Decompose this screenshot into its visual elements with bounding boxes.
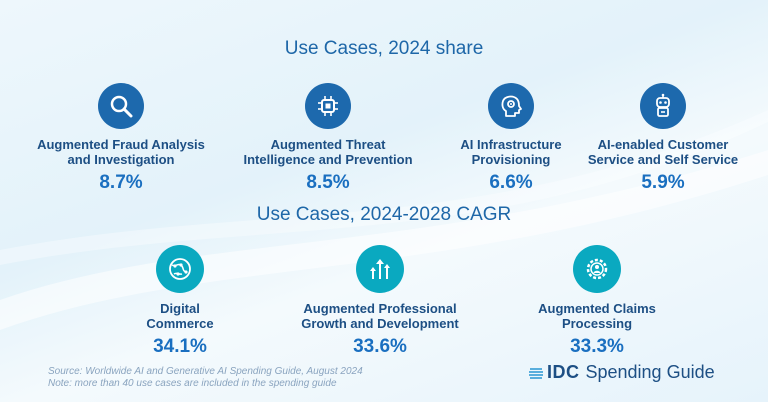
use-case-professional-growth: Augmented Professional Growth and Develop… <box>282 245 478 358</box>
head-gear-icon <box>488 83 534 129</box>
growth-arrows-icon <box>356 245 404 293</box>
use-case-label: AI-enabled Customer Service and Self Serv… <box>587 137 739 167</box>
idc-logo-mark-icon <box>529 367 543 379</box>
brand-idc: IDC <box>547 362 580 382</box>
use-case-customer-service: AI-enabled Customer Service and Self Serv… <box>573 83 753 194</box>
use-case-value: 34.1% <box>153 336 207 357</box>
use-case-value: 8.7% <box>99 172 143 193</box>
use-case-value: 6.6% <box>489 172 533 193</box>
source-note: Source: Worldwide AI and Generative AI S… <box>48 366 363 377</box>
use-case-threat-intelligence: Augmented Threat Intelligence and Prevent… <box>237 83 419 194</box>
section-title-share: Use Cases, 2024 share <box>284 38 484 59</box>
gear-person-icon <box>573 245 621 293</box>
idc-spending-guide-logo: IDC Spending Guide <box>528 362 715 383</box>
use-case-ai-infrastructure: AI Infrastructure Provisioning 6.6% <box>431 83 591 194</box>
use-case-note: Note: more than 40 use cases are include… <box>48 378 337 389</box>
chip-icon <box>305 83 351 129</box>
use-case-label: Augmented Claims Processing <box>538 301 656 331</box>
brand-spending-guide: Spending Guide <box>585 362 715 382</box>
use-case-value: 33.3% <box>570 336 624 357</box>
globe-network-icon <box>156 245 204 293</box>
use-case-digital-commerce: Digital Commerce 34.1% <box>110 245 250 358</box>
section-title-cagr: Use Cases, 2024-2028 CAGR <box>256 204 512 225</box>
use-case-label: AI Infrastructure Provisioning <box>460 137 562 167</box>
use-case-label: Augmented Professional Growth and Develop… <box>301 301 459 331</box>
use-case-value: 33.6% <box>353 336 407 357</box>
use-case-value: 5.9% <box>641 172 685 193</box>
robot-icon <box>640 83 686 129</box>
use-case-value: 8.5% <box>306 172 350 193</box>
magnifier-icon <box>98 83 144 129</box>
footnote: Source: Worldwide AI and Generative AI S… <box>48 366 363 390</box>
use-case-label: Augmented Fraud Analysis and Investigatio… <box>37 137 205 167</box>
use-case-claims-processing: Augmented Claims Processing 33.3% <box>512 245 682 358</box>
use-case-label: Augmented Threat Intelligence and Prevent… <box>243 137 413 167</box>
use-case-label: Digital Commerce <box>146 301 214 331</box>
use-case-fraud-analysis: Augmented Fraud Analysis and Investigatio… <box>30 83 212 194</box>
